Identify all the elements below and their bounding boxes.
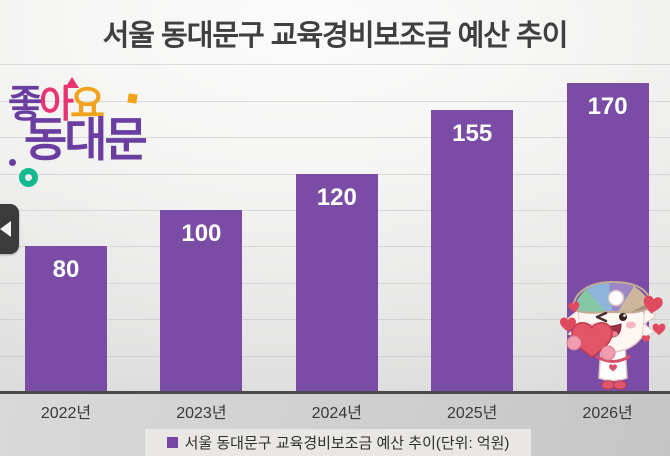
page-title: 서울 동대문구 교육경비보조금 예산 추이 (102, 20, 569, 52)
chart-legend: 서울 동대문구 교육경비보조금 예산 추이(단위: 억원) (145, 429, 531, 456)
bar-value-label: 155 (452, 119, 493, 147)
logo-dot-accent (9, 159, 16, 166)
x-axis-label-2024년: 2024년 (311, 405, 362, 422)
bar-value-label: 80 (52, 256, 80, 284)
logo-char-2: 아 (38, 84, 74, 126)
nav-back-button[interactable] (0, 204, 19, 254)
logo-triangle-accent (65, 77, 79, 88)
x-axis-label-2026년: 2026년 (582, 405, 633, 422)
x-axis-label-2025년: 2025년 (447, 405, 498, 422)
x-axis-labels: 2022년 2023년 2024년 2025년 2026년 (0, 399, 670, 422)
logo-line2: 동대문 (24, 112, 148, 166)
joayo-dongdaemun-logo: 좋아요 동대문 (8, 77, 168, 198)
dongdaemun-mascot-holding-heart-icon (560, 280, 666, 390)
gridline-140 (0, 137, 670, 139)
legend-marker-square (166, 437, 178, 448)
bar-2025년: 155 (431, 109, 514, 392)
left-arrow-icon (0, 221, 11, 237)
logo-line1: 좋아요 (8, 84, 168, 126)
x-axis-label-2022년: 2022년 (40, 405, 92, 422)
gridline-160 (0, 100, 670, 102)
logo-circle-accent (19, 168, 38, 187)
logo-char-1: 좋 (8, 84, 43, 126)
logo-char-3: 요 (69, 84, 105, 126)
bar-2023년: 100 (160, 210, 243, 392)
x-axis-line (0, 391, 670, 394)
bar-value-label: 120 (316, 183, 357, 211)
bar-2022년: 80 (25, 246, 107, 392)
logo-square-accent (127, 93, 138, 104)
bar-value-label: 170 (587, 92, 628, 120)
bar-value-label: 100 (181, 220, 222, 247)
legend-label: 서울 동대문구 교육경비보조금 예산 추이(단위: 억원) (184, 435, 510, 452)
x-axis-label-2023년: 2023년 (176, 405, 227, 422)
gridline-180 (0, 64, 670, 66)
bar-2024년: 120 (295, 173, 378, 392)
